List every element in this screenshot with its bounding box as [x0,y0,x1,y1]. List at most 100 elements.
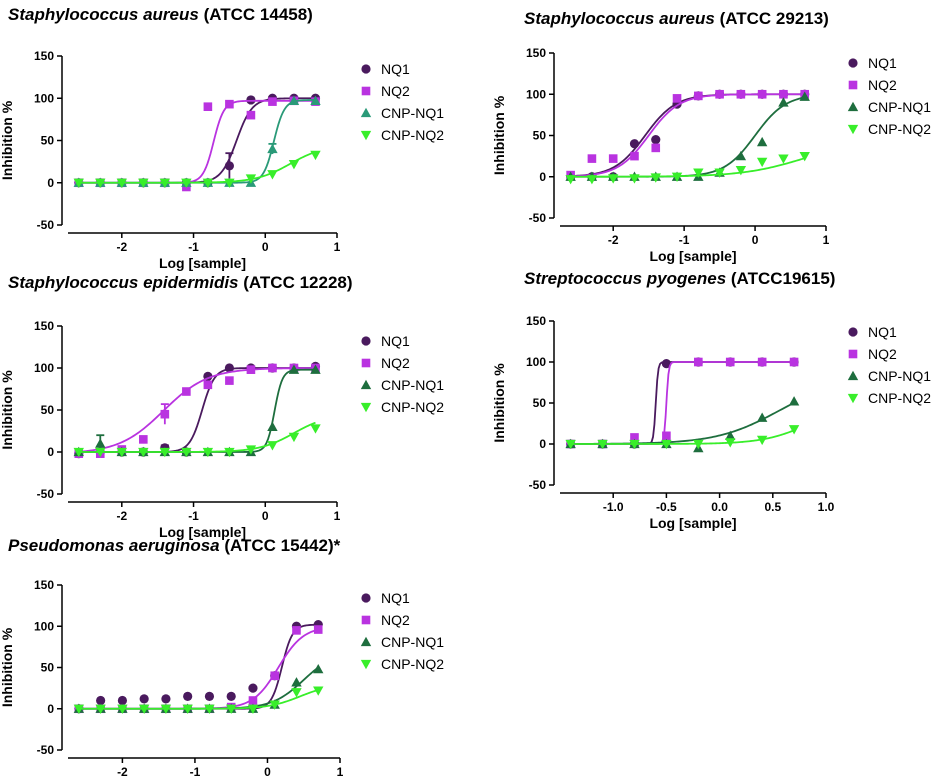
y-tick-label: 150 [34,49,54,63]
x-axis-label: Log [sample] [649,248,736,264]
series-nq1 [74,620,323,714]
x-tick-label: 1 [337,765,344,779]
legend-marker-nq1 [361,593,371,603]
data-point [268,97,277,106]
data-point [224,363,234,373]
y-tick-label: -50 [37,218,55,232]
y-tick-label: 100 [526,355,546,369]
data-point [138,704,150,714]
y-tick-label: 100 [34,91,54,105]
data-point [246,110,256,120]
y-tick-label: 100 [34,361,54,375]
data-point [629,174,640,184]
legend-label: CNP-NQ2 [381,399,444,415]
y-tick-label: -50 [37,487,55,501]
data-point [310,150,321,161]
y-tick-label: 100 [526,87,546,101]
data-point [95,438,106,448]
chart-title: Staphylococcus epidermidis (ATCC 12228) [8,273,353,292]
y-tick-label: 50 [533,396,547,410]
y-tick-label: 50 [533,129,547,143]
data-point [270,671,280,681]
data-point [73,447,84,458]
y-tick-label: 0 [47,702,54,716]
data-point [789,357,799,367]
data-point [160,409,170,419]
y-axis-label: Inhibition % [491,363,507,443]
y-tick-label: 50 [41,661,55,675]
legend-marker-nq2 [361,86,371,96]
data-point [267,170,278,180]
x-tick-label: -0.5 [656,500,677,514]
data-point [693,439,704,450]
data-point [608,174,619,184]
y-tick-label: 150 [526,314,546,328]
data-point [661,359,672,369]
legend-label: CNP-NQ2 [381,127,444,143]
x-axis-label: Log [sample] [159,524,246,540]
data-point [736,89,746,99]
y-tick-label: 150 [526,46,546,60]
chart-title-strain: (ATCC19615) [726,269,835,288]
chart-title-organism: Staphylococcus aureus [524,9,715,28]
data-point [245,445,257,455]
x-tick-label: 1 [334,509,341,523]
legend-label: CNP-NQ2 [381,656,444,672]
series-nq2 [566,357,799,449]
legend-label: CNP-NQ2 [868,390,931,406]
data-point [757,89,767,99]
legend: NQ1 NQ2 CNP-NQ1 CNP-NQ2 [360,590,444,672]
data-point [139,435,148,444]
legend-label: CNP-NQ1 [868,99,931,115]
data-point [587,154,597,163]
data-point [693,168,704,178]
data-point [183,691,193,701]
chart-title-strain: (ATCC 12228) [239,273,353,292]
fit-curve-cnp-nq2 [570,429,795,445]
data-point [202,447,214,458]
legend-label: NQ2 [381,612,410,628]
fit-curve-cnp-nq1 [78,99,316,184]
chart-panel-3: Staphylococcus epidermidis (ATCC 12228) -… [0,273,444,540]
legend-label: NQ1 [868,55,897,71]
chart-panel-4: Streptococcus pyogenes (ATCC19615) -50 0 50… [491,269,931,531]
legend-label: NQ1 [381,590,410,606]
fit-curve-cnp-nq2 [78,689,319,710]
data-point [756,136,768,147]
y-tick-label: 150 [34,578,54,592]
data-point [245,174,257,184]
data-point [224,178,235,188]
series-cnp-nq1 [73,95,321,187]
data-point [630,151,639,161]
chart-title-strain: (ATCC 15442)* [220,536,341,555]
data-point [182,704,193,714]
legend-label: NQ1 [381,333,410,349]
data-point [586,175,598,185]
x-tick-label: -2 [116,240,127,254]
x-tick-label: -1 [188,509,199,523]
legend-marker-nq1 [361,64,371,74]
data-point [181,447,192,458]
chart-title: Staphylococcus aureus (ATCC 29213) [524,9,829,28]
data-point [225,99,234,109]
chart-title-strain: (ATCC 14458) [199,5,313,24]
data-point [73,178,84,188]
data-point [565,175,576,185]
chart-title: Pseudomonas aeruginosa (ATCC 15442)* [8,536,341,555]
data-point [248,683,258,693]
chart-title-organism: Staphylococcus epidermidis [8,273,239,292]
legend-label: NQ2 [868,77,897,93]
y-axis-label: Inhibition % [0,100,15,180]
data-point [202,178,214,188]
data-point [267,421,278,431]
data-point [203,102,213,111]
x-tick-label: -2 [116,509,127,523]
data-point [203,380,213,390]
chart-panel-1: Staphylococcus aureus (ATCC 14458) -50 0 50… [0,5,444,271]
legend-marker-nq2 [848,349,858,359]
legend-marker-cnp-nq1 [360,379,372,390]
y-tick-label: 0 [539,170,546,184]
chart-title-organism: Staphylococcus aureus [8,5,199,24]
data-point [269,700,280,710]
